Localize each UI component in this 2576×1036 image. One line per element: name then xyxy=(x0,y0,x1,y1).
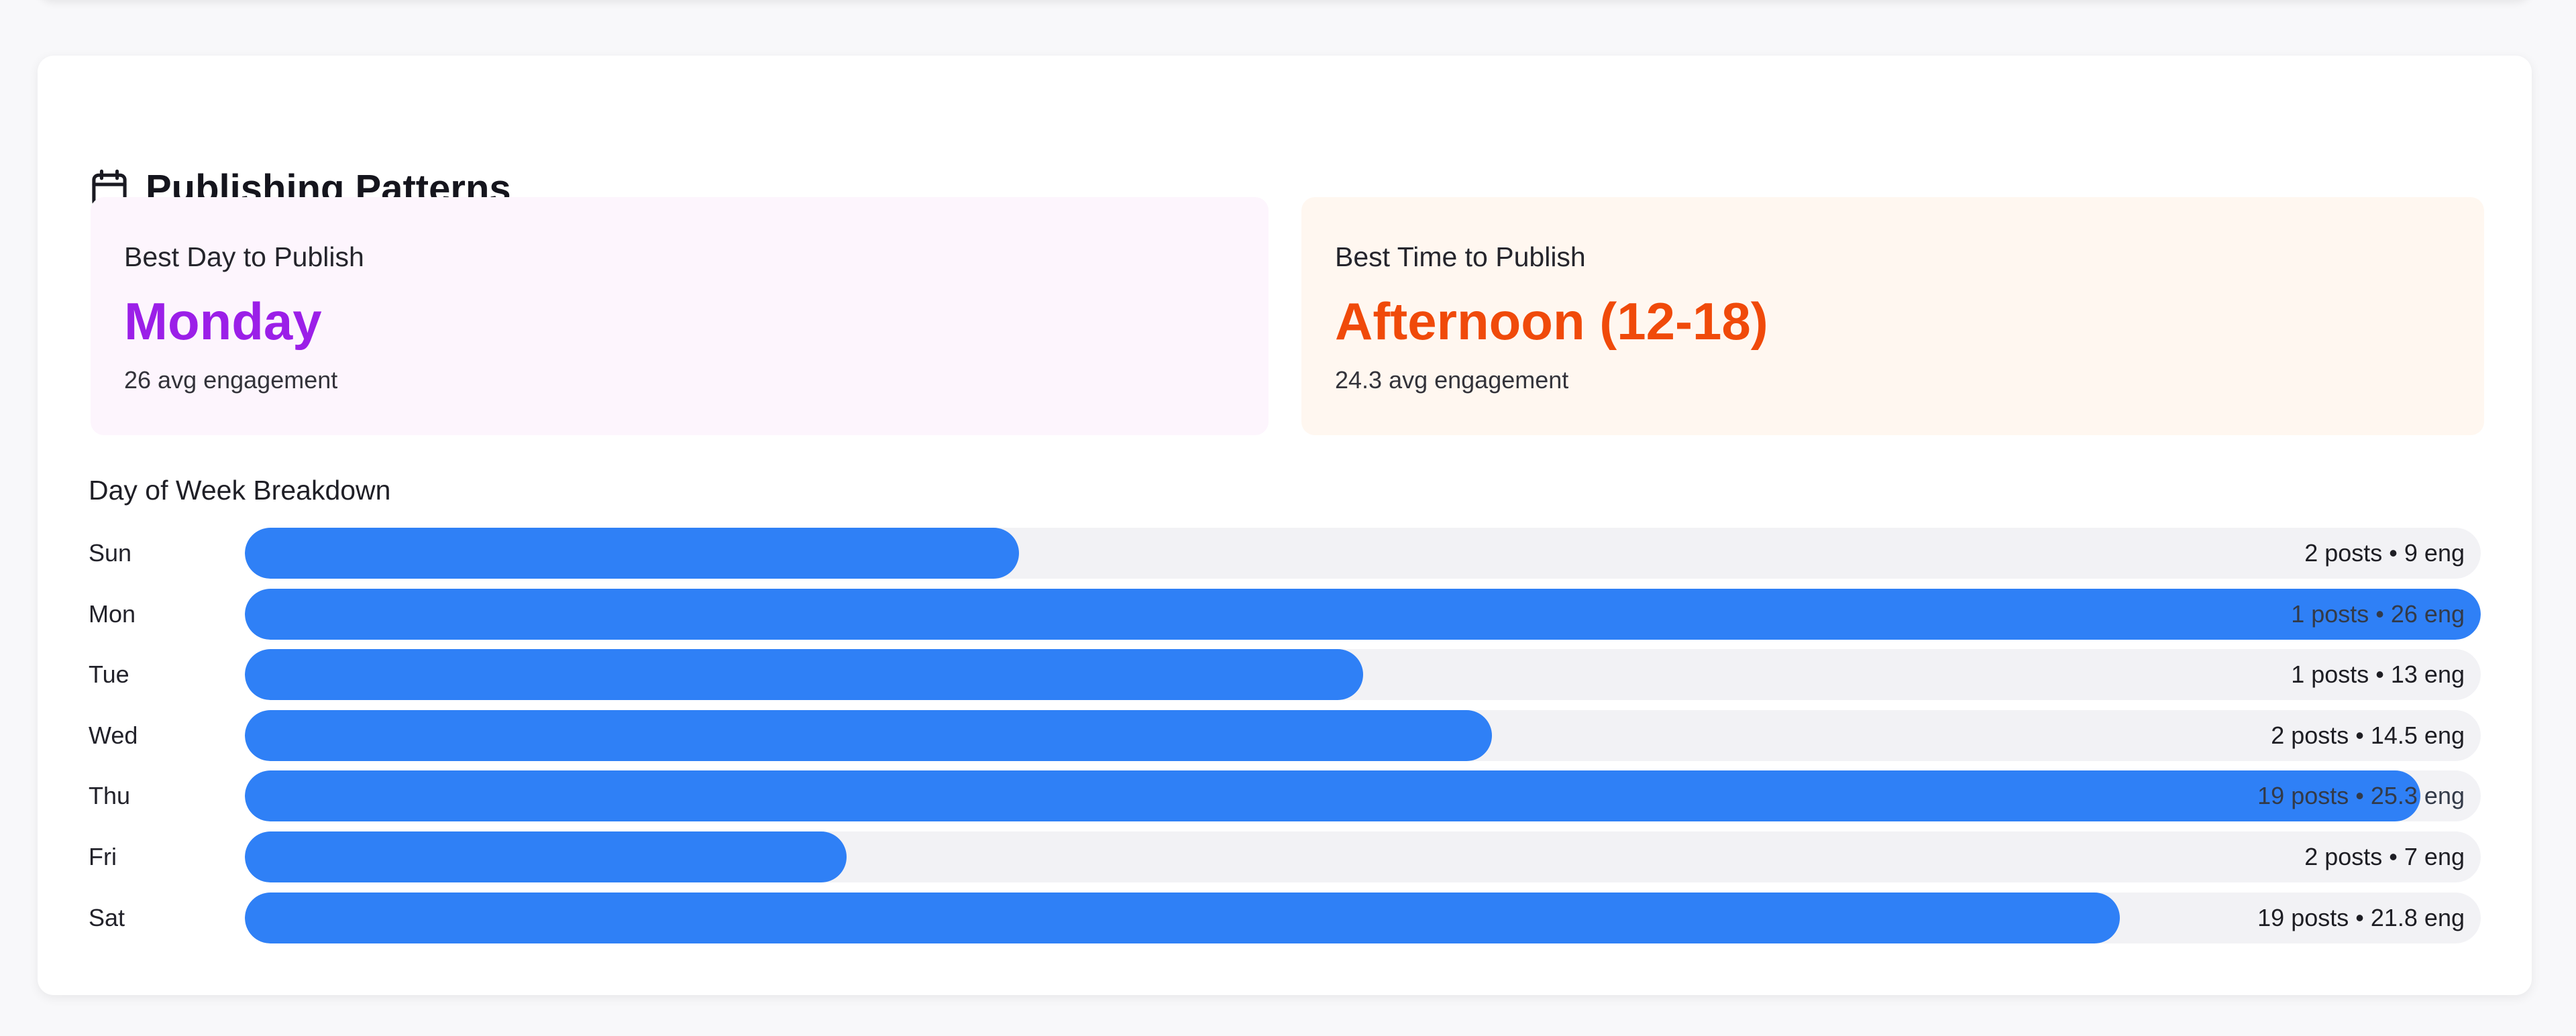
day-row-wed: Wed 2 posts • 14.5 eng xyxy=(89,709,2481,761)
best-day-box: Best Day to Publish Monday 26 avg engage… xyxy=(91,197,1269,435)
bar-track: 19 posts • 21.8 eng xyxy=(245,892,2481,943)
best-time-box: Best Time to Publish Afternoon (12-18) 2… xyxy=(1301,197,2484,435)
day-row-thu: Thu 19 posts • 25.3 eng xyxy=(89,770,2481,822)
bar-track: 2 posts • 9 eng xyxy=(245,528,2481,579)
day-row-tue: Tue 1 posts • 13 eng xyxy=(89,649,2481,701)
bar-track: 1 posts • 26 eng xyxy=(245,588,2481,640)
bar-fill xyxy=(245,649,1363,701)
day-label: Fri xyxy=(89,843,117,870)
day-label: Thu xyxy=(89,782,131,810)
bar-track: 1 posts • 13 eng xyxy=(245,649,2481,701)
bar-track: 19 posts • 25.3 eng xyxy=(245,770,2481,822)
day-label: Sat xyxy=(89,903,125,931)
best-time-engagement: 24.3 avg engagement xyxy=(1335,366,1569,394)
bar-value-text: 19 posts • 21.8 eng xyxy=(2257,903,2465,931)
day-label: Wed xyxy=(89,721,138,749)
bar-track: 2 posts • 14.5 eng xyxy=(245,709,2481,761)
breakdown-title: Day of Week Breakdown xyxy=(89,475,391,506)
bar-track: 2 posts • 7 eng xyxy=(245,831,2481,882)
day-row-sat: Sat 19 posts • 21.8 eng xyxy=(89,892,2481,943)
bar-value-text: 19 posts • 25.3 eng xyxy=(2257,782,2465,810)
best-day-engagement: 26 avg engagement xyxy=(124,366,338,394)
bar-value-text: 2 posts • 14.5 eng xyxy=(2271,721,2465,749)
bar-fill xyxy=(245,588,2481,640)
best-day-label: Best Day to Publish xyxy=(124,241,364,272)
day-row-sun: Sun 2 posts • 9 eng xyxy=(89,528,2481,579)
bar-value-text: 2 posts • 7 eng xyxy=(2304,843,2465,870)
day-label: Tue xyxy=(89,660,129,689)
day-row-mon: Mon 1 posts • 26 eng xyxy=(89,588,2481,640)
bar-value-text: 2 posts • 9 eng xyxy=(2304,539,2465,567)
bar-fill xyxy=(245,770,2421,822)
best-time-label: Best Time to Publish xyxy=(1335,241,1586,272)
bar-fill xyxy=(245,892,2120,943)
bar-fill xyxy=(245,709,1492,761)
bar-value-text: 1 posts • 26 eng xyxy=(2291,599,2465,628)
best-day-value: Monday xyxy=(124,292,322,351)
bar-value-text: 1 posts • 13 eng xyxy=(2291,660,2465,689)
day-label: Sun xyxy=(89,539,132,567)
day-label: Mon xyxy=(89,599,136,628)
day-row-fri: Fri 2 posts • 7 eng xyxy=(89,831,2481,882)
best-time-value: Afternoon (12-18) xyxy=(1335,292,1768,351)
bar-fill xyxy=(245,528,1019,579)
bar-fill xyxy=(245,831,847,882)
publishing-patterns-card: Publishing Patterns Best Day to Publish … xyxy=(38,56,2532,995)
